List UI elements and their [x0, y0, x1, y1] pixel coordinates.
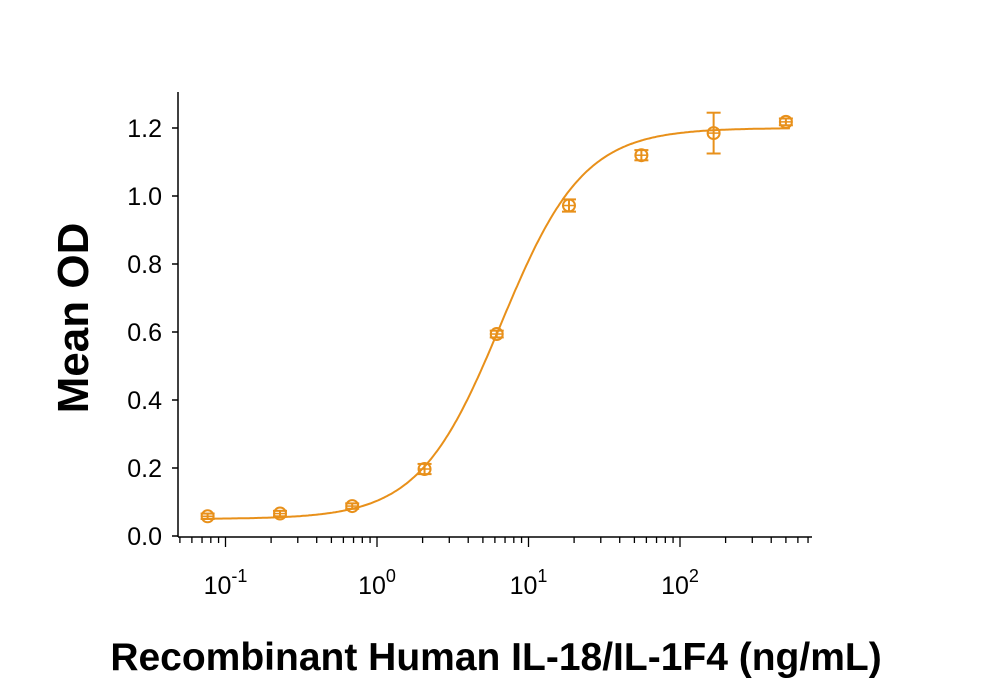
data-point-group [273, 506, 288, 521]
x-tick-label: 100 [358, 566, 396, 600]
x-tick-label: 101 [510, 566, 548, 600]
y-tick-label: 1.0 [127, 183, 162, 211]
y-tick-label: 0.2 [127, 455, 162, 483]
data-point-group [489, 327, 504, 342]
x-axis-label: Recombinant Human IL-18/IL-1F4 (ng/mL) [110, 636, 881, 679]
fit-curve-group [202, 127, 790, 520]
data-point-group [345, 499, 360, 514]
data-points [200, 111, 793, 524]
x-tick-label: 10-1 [204, 566, 248, 600]
y-tick-label: 0.8 [127, 251, 162, 279]
x-tick-label: 102 [661, 566, 699, 600]
fit-curve [202, 127, 790, 520]
y-tick-label: 1.2 [127, 115, 162, 143]
data-point-group [417, 462, 432, 477]
axes: 0.0 0.2 0.4 0.6 0.8 1.0 1.2 10-1 100 101 102 [127, 92, 812, 600]
y-tick-label: 0.4 [127, 387, 162, 415]
y-tick-label: 0.6 [127, 319, 162, 347]
y-axis-label: Mean OD [49, 223, 98, 414]
data-point-group [706, 111, 721, 155]
y-tick-label: 0.0 [127, 523, 162, 551]
data-point-group [561, 198, 576, 213]
data-point-group [778, 114, 793, 129]
data-point-group [634, 148, 649, 163]
data-point-group [200, 509, 215, 524]
